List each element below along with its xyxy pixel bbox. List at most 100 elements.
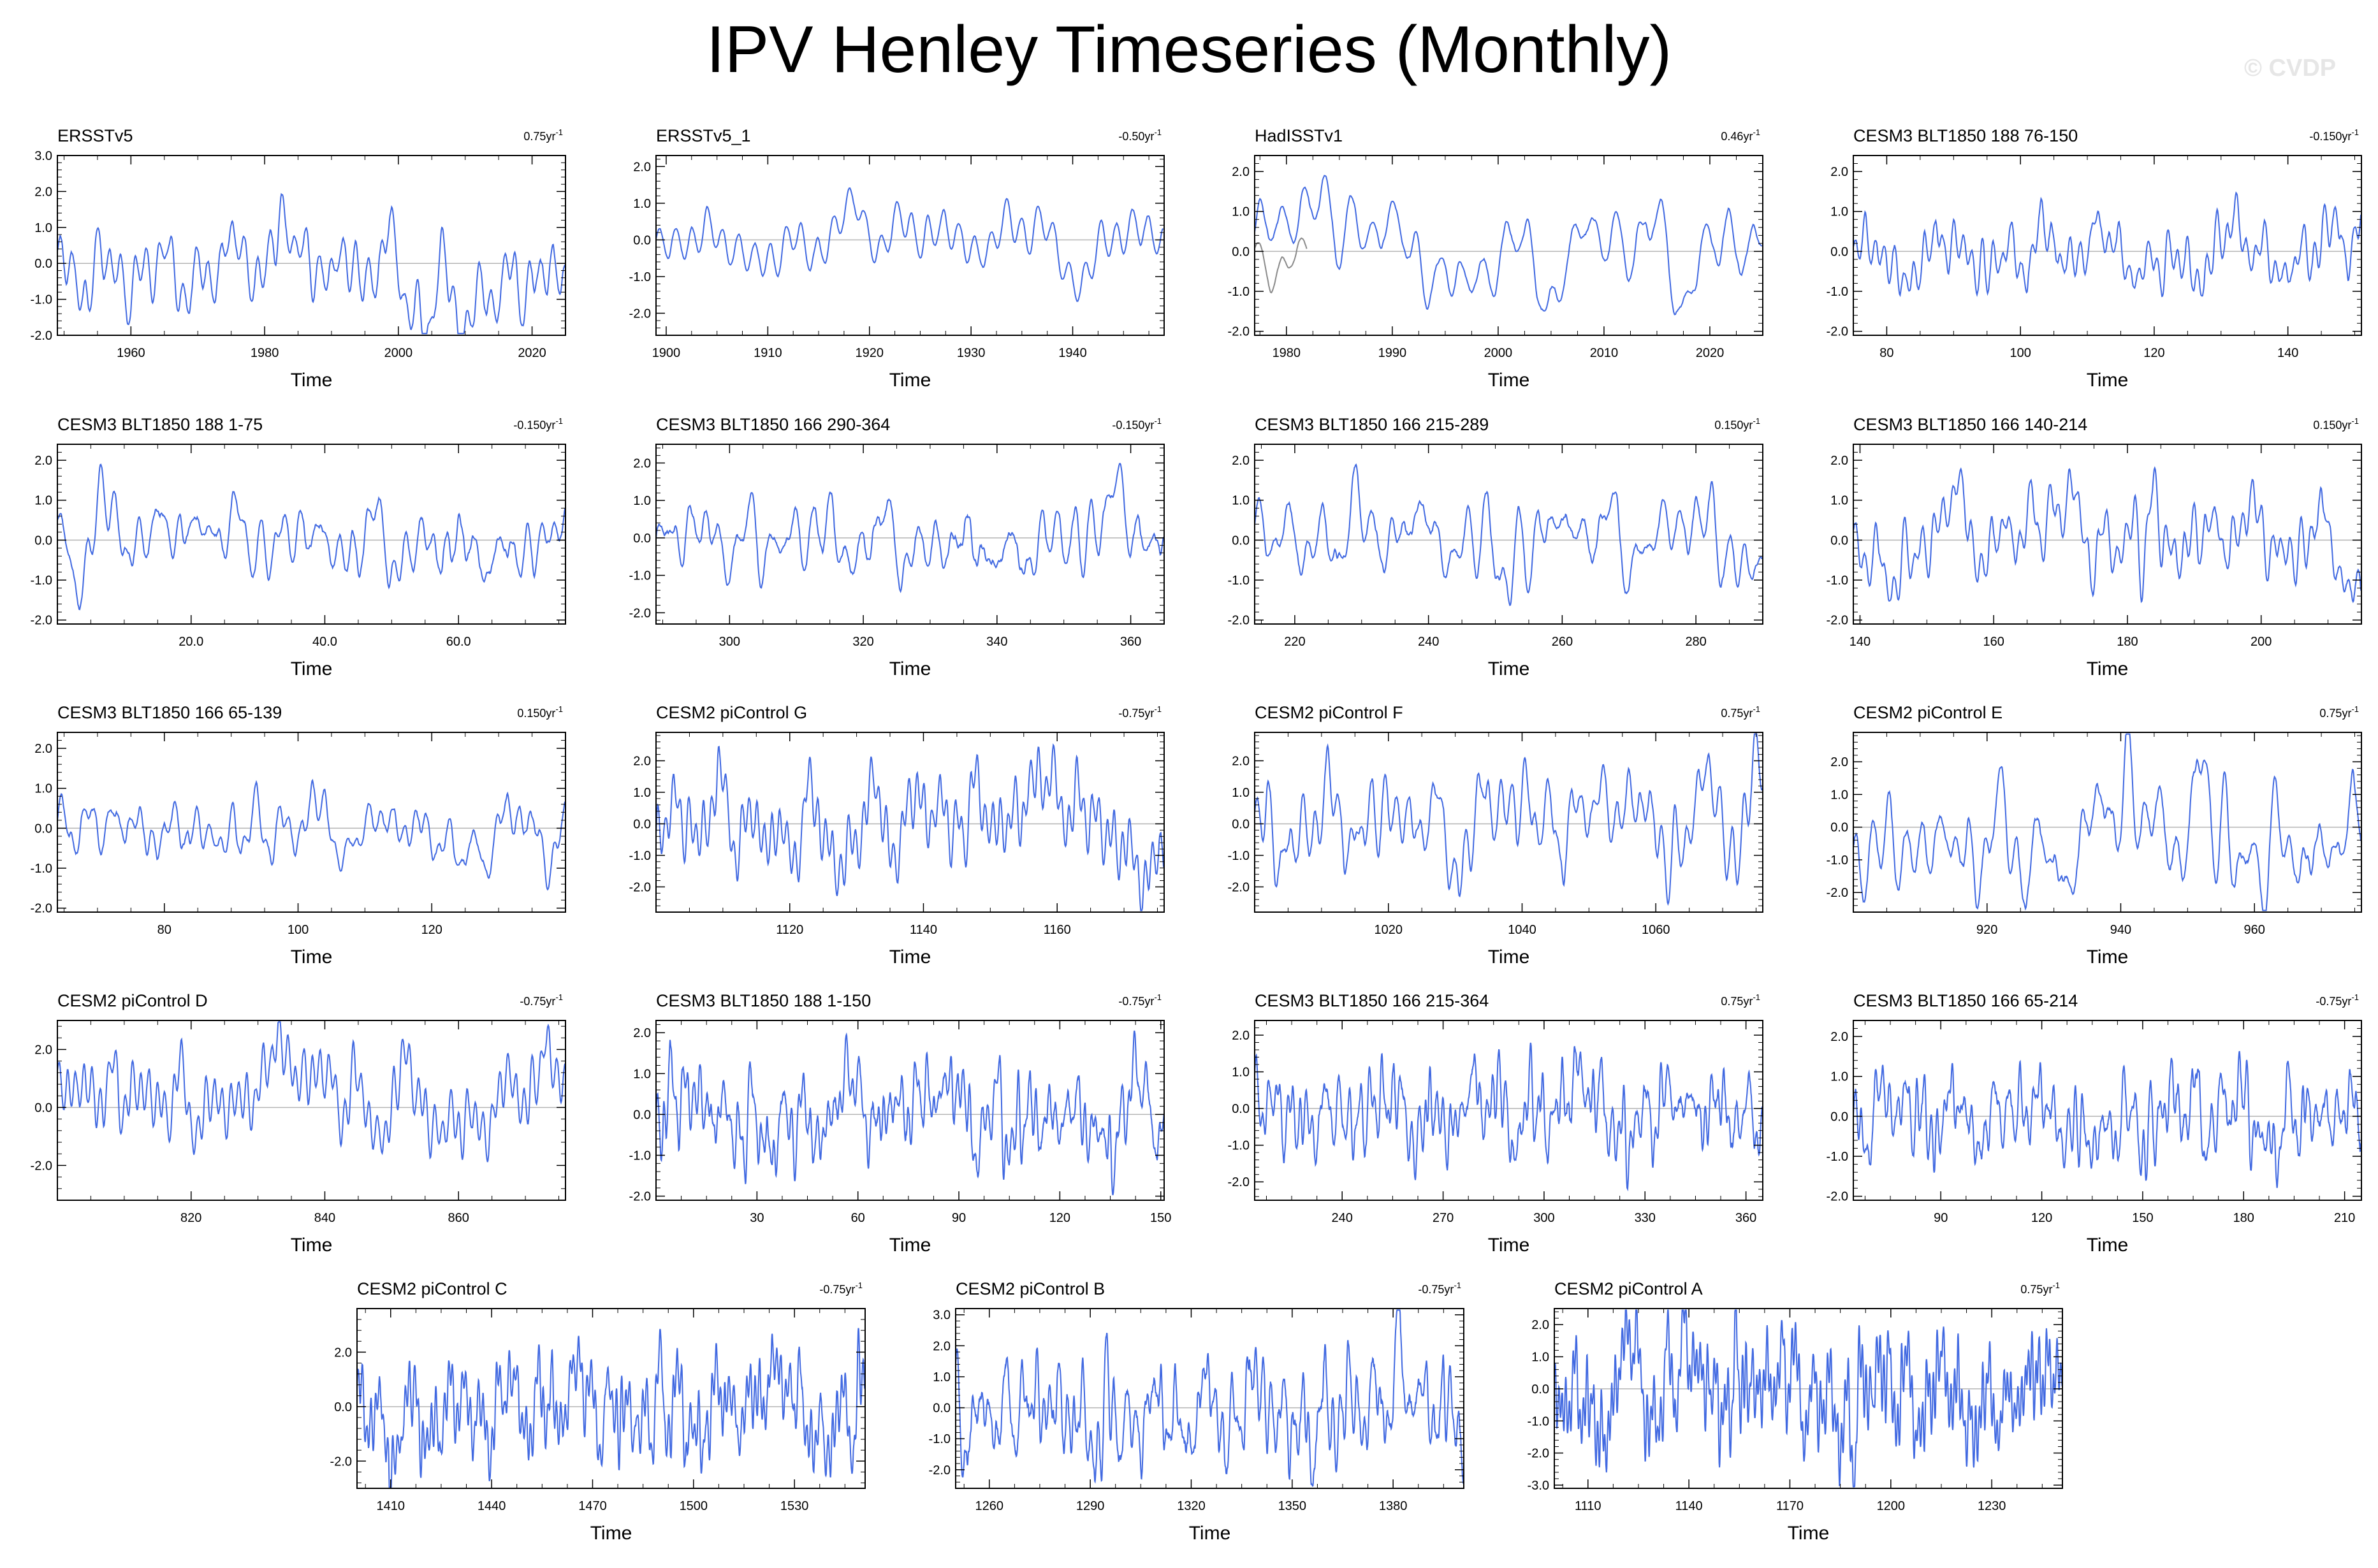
y-tick-label: 2.0 — [34, 742, 52, 756]
y-tick-label: 2.0 — [34, 185, 52, 199]
chart-panel: CESM3 BLT1850 188 76-150 -0.150yr-1 -2.0 -1… — [1827, 126, 2362, 391]
trend-exponent: -1 — [1753, 704, 1760, 714]
y-tick-label: -2.0 — [1528, 1447, 1549, 1461]
y-tick-label: 1.0 — [633, 786, 651, 800]
plot-frame — [1853, 155, 2362, 336]
y-tick-label: -2.0 — [31, 614, 52, 628]
x-tick-label: 330 — [1635, 1211, 1656, 1225]
chart-panel: ERSSTv5 0.75yr-1 -2.0 -1.0 0.0 1.0 2.0 3.0 1960 1… — [31, 126, 566, 391]
x-tick-label: 1110 — [1575, 1499, 1601, 1513]
y-tick-label: 1.0 — [933, 1370, 951, 1384]
x-axis-label: Time — [1488, 947, 1530, 968]
y-tick-label: 2.0 — [1232, 454, 1250, 468]
plot-frame — [955, 1308, 1464, 1489]
x-tick-label: 240 — [1418, 635, 1439, 649]
x-tick-label: 150 — [1150, 1211, 1171, 1225]
plot-frame — [1853, 444, 2362, 625]
trend-label: -0.75yr-1 — [520, 992, 563, 1008]
trend-label: -0.75yr-1 — [2316, 992, 2359, 1008]
y-tick-label: -1.0 — [1228, 574, 1250, 588]
y-tick-label: 0.0 — [1830, 245, 1848, 259]
x-tick-label: 840 — [314, 1211, 335, 1225]
trend-exponent: -1 — [1753, 992, 1760, 1002]
x-tick-label: 1160 — [1044, 923, 1071, 937]
x-tick-label: 90 — [952, 1211, 966, 1225]
series-line — [655, 743, 1165, 911]
plot-frame — [1254, 732, 1763, 913]
y-tick-label: -1.0 — [1228, 285, 1250, 299]
x-tick-label: 340 — [986, 635, 1007, 649]
chart-panel: HadISSTv1 0.46yr-1 -2.0 -1.0 0.0 1.0 2.0 1980 19… — [1228, 126, 1763, 391]
x-axis-label: Time — [1788, 1523, 1830, 1544]
y-tick-label: -1.0 — [1228, 1139, 1250, 1153]
x-tick-label: 1230 — [1978, 1499, 2006, 1513]
trend-label: 0.75yr-1 — [2319, 704, 2359, 720]
chart-title: CESM3 BLT1850 188 1-75 — [57, 415, 263, 434]
chart-title: CESM3 BLT1850 166 215-289 — [1255, 415, 1489, 434]
y-tick-label: -1.0 — [629, 1149, 651, 1163]
x-tick-label: 1980 — [1273, 346, 1301, 360]
y-tick-label: 0.0 — [334, 1400, 352, 1414]
trend-exponent: -1 — [1154, 704, 1162, 714]
x-tick-label: 1120 — [776, 923, 803, 937]
y-tick-label: -1.0 — [629, 270, 651, 284]
y-tick-label: 1.0 — [1531, 1351, 1549, 1365]
y-tick-label: 1.0 — [633, 494, 651, 508]
series-line — [655, 187, 1164, 302]
y-tick-label: 0.0 — [34, 822, 52, 836]
y-tick-label: -2.0 — [1228, 614, 1250, 628]
x-axis-label: Time — [2087, 947, 2129, 968]
trend-label: 0.150yr-1 — [2313, 416, 2359, 432]
y-tick-label: -2.0 — [629, 606, 651, 620]
chart-panel: CESM2 piControl D -0.75yr-1 -2.0 0.0 2.0 820 8… — [31, 991, 566, 1256]
x-tick-label: 180 — [2117, 635, 2138, 649]
x-tick-label: 1060 — [1642, 923, 1670, 937]
y-tick-label: 0.0 — [1232, 245, 1250, 259]
x-tick-label: 1290 — [1076, 1499, 1105, 1513]
x-tick-label: 1990 — [1378, 346, 1407, 360]
chart-panel: CESM3 BLT1850 166 215-289 0.150yr-1 -2.0 -1… — [1228, 415, 1763, 679]
trend-label: -0.75yr-1 — [819, 1281, 863, 1296]
y-tick-label: -1.0 — [1228, 849, 1250, 863]
trend-exponent: -1 — [1753, 416, 1760, 426]
x-tick-label: 160 — [1983, 635, 2004, 649]
x-tick-label: 320 — [852, 635, 873, 649]
x-tick-label: 1260 — [975, 1499, 1004, 1513]
x-tick-label: 1980 — [251, 346, 279, 360]
x-tick-label: 200 — [2250, 635, 2272, 649]
series-line — [1254, 733, 1763, 906]
x-axis-label: Time — [291, 370, 333, 391]
x-tick-label: 1500 — [680, 1499, 708, 1513]
chart-panel: CESM3 BLT1850 166 290-364 -0.150yr-1 -2.0 -… — [629, 415, 1165, 679]
x-axis-label: Time — [889, 947, 931, 968]
plot-frame — [356, 1308, 866, 1489]
trend-exponent: -1 — [555, 992, 563, 1002]
y-tick-label: 1.0 — [34, 494, 52, 508]
y-tick-label: 2.0 — [633, 755, 651, 769]
y-tick-label: 0.0 — [933, 1402, 951, 1416]
y-tick-label: 0.0 — [1830, 534, 1848, 548]
series-line — [57, 192, 566, 335]
y-tick-label: -2.0 — [1228, 325, 1250, 339]
x-axis-label: Time — [291, 658, 333, 679]
plot-frame — [1853, 732, 2362, 913]
chart-title: CESM2 piControl F — [1255, 703, 1403, 722]
x-tick-label: 2020 — [1696, 346, 1725, 360]
chart-panel: CESM3 BLT1850 188 1-150 -0.75yr-1 -2.0 -1.0… — [629, 991, 1172, 1256]
chart-panel: CESM3 BLT1850 166 65-139 0.150yr-1 -2.0 -1.… — [31, 703, 566, 968]
y-tick-label: 1.0 — [1830, 205, 1848, 219]
chart-panel: CESM2 piControl F 0.75yr-1 -2.0 -1.0 0.0 1.0 2… — [1228, 703, 1763, 968]
y-tick-label: 1.0 — [1830, 494, 1848, 508]
y-tick-label: 0.0 — [34, 1101, 52, 1115]
x-axis-label: Time — [291, 947, 333, 968]
y-tick-label: -2.0 — [330, 1455, 352, 1469]
plot-frame — [655, 444, 1165, 625]
x-tick-label: 2020 — [518, 346, 546, 360]
x-tick-label: 260 — [1552, 635, 1573, 649]
chart-title: ERSSTv5_1 — [656, 126, 751, 145]
x-tick-label: 1140 — [910, 923, 937, 937]
x-tick-label: 220 — [1284, 635, 1305, 649]
y-tick-label: -1.0 — [629, 849, 651, 863]
trend-exponent: -1 — [2351, 127, 2359, 137]
chart-panel: ERSSTv5_1 -0.50yr-1 -2.0 -1.0 0.0 1.0 2.0 1900 1… — [629, 126, 1165, 391]
